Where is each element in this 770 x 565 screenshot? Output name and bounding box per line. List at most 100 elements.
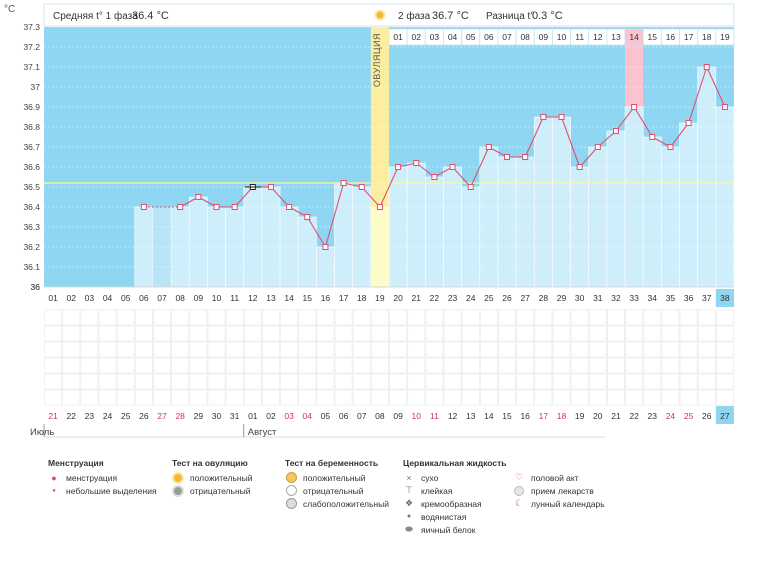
- temperature-point: [195, 194, 202, 200]
- annotation-cell: [80, 325, 99, 342]
- annotation-cell: [280, 373, 299, 390]
- y-tick-label: 36.9: [23, 102, 40, 112]
- calendar-day-label: 14: [484, 411, 494, 421]
- temperature-line-segment: [198, 196, 217, 208]
- cycle-day-label: 29: [557, 293, 567, 303]
- cycle-day-label: 37: [702, 293, 712, 303]
- annotation-cell: [679, 389, 698, 406]
- annotation-cell: [498, 357, 517, 374]
- calendar-day-label: 21: [48, 411, 58, 421]
- temperature-line-segment: [597, 130, 617, 148]
- cycle-day-label: 35: [666, 293, 676, 303]
- annotation-cell: [153, 373, 172, 390]
- annotation-cell: [443, 309, 462, 326]
- annotation-cell: [606, 341, 625, 358]
- temperature-point: [376, 204, 383, 210]
- legend-other: ♡ половой акт прием лекарств ☾ лунный кале…: [513, 471, 605, 510]
- temperature-point: [667, 144, 674, 150]
- annotation-cell: [697, 325, 716, 342]
- annotation-cell: [570, 325, 589, 342]
- legend-item: положительный: [190, 472, 253, 483]
- annotation-cell: [134, 309, 153, 326]
- calendar-day-label: 24: [103, 411, 113, 421]
- temperature-point: [685, 120, 692, 126]
- calendar-day-label: 02: [266, 411, 276, 421]
- annotation-cell: [153, 341, 172, 358]
- annotation-cell: [679, 341, 698, 358]
- cycle-day-label: 23: [448, 293, 458, 303]
- annotation-cell: [316, 389, 335, 406]
- annotation-cell: [225, 357, 244, 374]
- annotation-cell: [280, 309, 299, 326]
- annotation-cell: [243, 357, 262, 374]
- temperature-line-segment: [288, 206, 308, 218]
- annotation-cell: [498, 389, 517, 406]
- temperature-line-segment: [324, 182, 345, 248]
- ovulation-label: ОВУЛЯЦИЯ: [372, 33, 382, 87]
- temperature-line-segment: [270, 186, 290, 208]
- luteal-day-label: 16: [666, 32, 676, 42]
- ovulation-sun-icon: [374, 9, 386, 21]
- annotation-cell: [443, 389, 462, 406]
- annotation-cell: [298, 373, 317, 390]
- annotation-cell: [352, 357, 371, 374]
- annotation-cell: [225, 309, 244, 326]
- annotation-cell: [44, 325, 63, 342]
- luteal-day-label: 12: [593, 32, 603, 42]
- temperature-line-segment: [470, 146, 490, 188]
- annotation-cell: [134, 373, 153, 390]
- cycle-day-label: 18: [357, 293, 367, 303]
- y-tick-label: 37.1: [23, 62, 40, 72]
- annotation-cell: [588, 389, 607, 406]
- annotation-cell: [643, 309, 662, 326]
- annotation-cell: [171, 325, 190, 342]
- cycle-day-label: 33: [629, 293, 639, 303]
- temperature-bar: [697, 66, 717, 288]
- cycle-day-label: 30: [575, 293, 585, 303]
- calendar-day-label: 06: [339, 411, 349, 421]
- annotation-cell: [643, 341, 662, 358]
- unit-label: °C: [4, 4, 15, 15]
- annotation-cell: [552, 389, 571, 406]
- y-tick-label-base: 36: [31, 282, 41, 292]
- annotation-cell: [80, 373, 99, 390]
- temperature-point: [304, 214, 311, 220]
- temperature-bar: [624, 106, 644, 288]
- annotation-cell: [606, 357, 625, 374]
- luteal-day-label: 10: [557, 32, 567, 42]
- calendar-day-label: 03: [284, 411, 294, 421]
- cycle-day-label: 25: [484, 293, 494, 303]
- temperature-point: [395, 164, 402, 170]
- annotation-cell: [479, 389, 498, 406]
- annotation-cell: [298, 309, 317, 326]
- annotation-cell: [443, 325, 462, 342]
- annotation-cell: [261, 389, 280, 406]
- luteal-day-label: 05: [466, 32, 476, 42]
- annotation-cell: [44, 357, 63, 374]
- calendar-day-label: 28: [175, 411, 185, 421]
- annotation-cell: [461, 341, 480, 358]
- temperature-line-segment: [179, 196, 199, 208]
- annotation-cell: [171, 341, 190, 358]
- annotation-cell: [606, 389, 625, 406]
- annotation-cell: [134, 341, 153, 358]
- annotation-cell: [352, 373, 371, 390]
- temperature-point: [340, 180, 347, 186]
- annotation-cell: [316, 341, 335, 358]
- annotation-cell: [171, 309, 190, 326]
- legend-item: сухо: [421, 472, 439, 483]
- annotation-cell: [225, 325, 244, 342]
- calendar-day-label: 26: [702, 411, 712, 421]
- annotation-cell: [189, 341, 208, 358]
- temperature-bar: [479, 146, 499, 288]
- cycle-day-label: 21: [412, 293, 422, 303]
- annotation-cell: [498, 309, 517, 326]
- annotation-cell: [334, 389, 353, 406]
- annotation-cell: [389, 373, 408, 390]
- annotation-cell: [625, 373, 644, 390]
- annotation-cell: [479, 325, 498, 342]
- calendar-day-label: 01: [248, 411, 258, 421]
- pregnancy-negative-icon: [285, 485, 297, 497]
- annotation-cell: [661, 341, 680, 358]
